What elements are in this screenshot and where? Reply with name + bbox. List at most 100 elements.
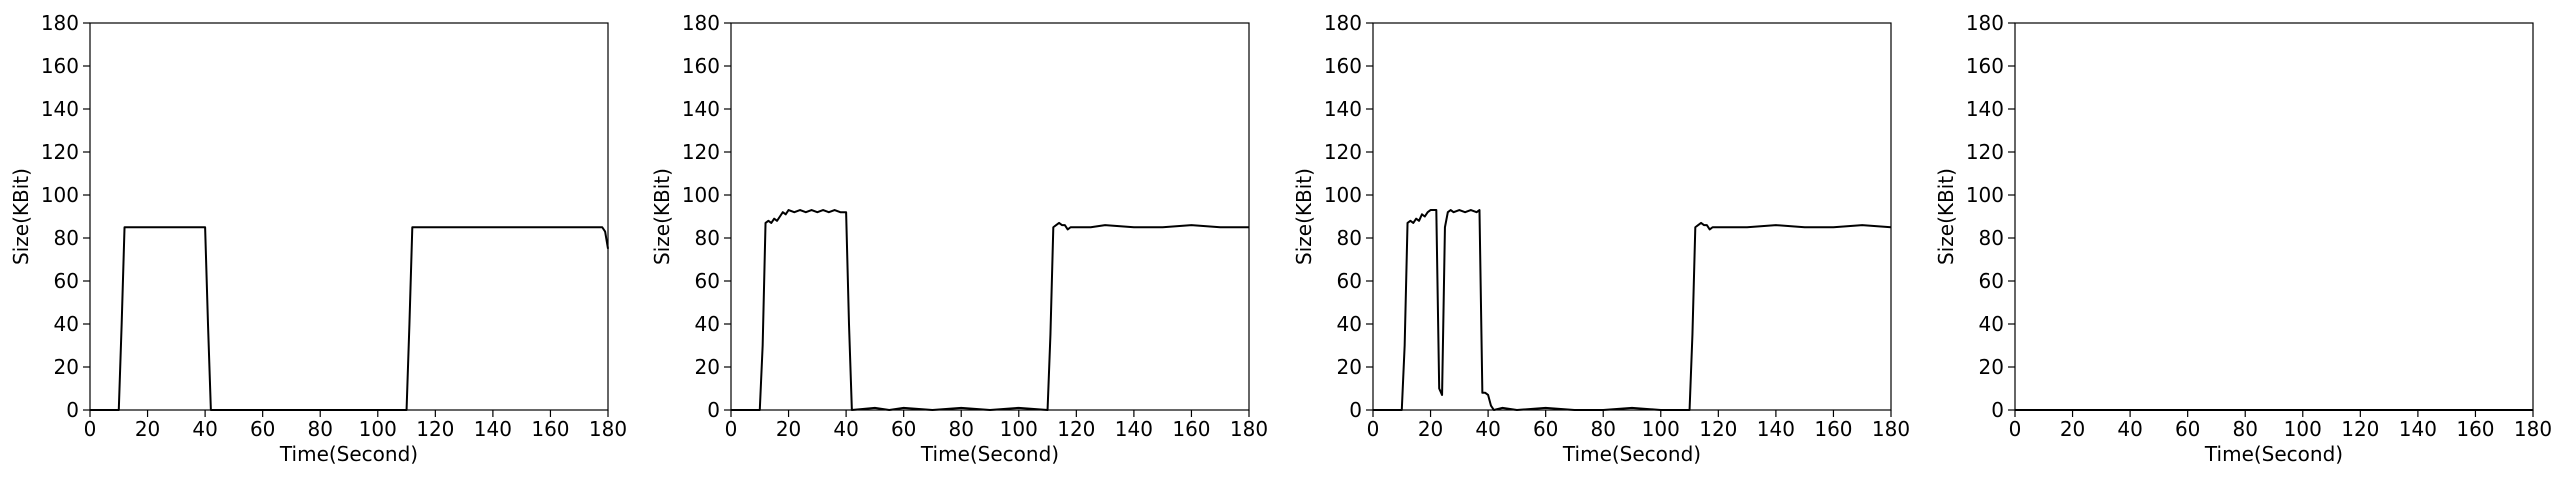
y-tick-label: 40	[695, 312, 720, 336]
y-tick-label: 60	[695, 269, 720, 293]
y-tick-label: 0	[707, 398, 720, 422]
x-tick-label: 140	[1757, 417, 1795, 441]
x-tick-label: 20	[776, 417, 801, 441]
y-tick-label: 60	[1979, 269, 2004, 293]
x-tick-label: 20	[135, 417, 160, 441]
x-tick-label: 60	[891, 417, 916, 441]
plot-area	[1372, 22, 1892, 411]
x-tick-label: 120	[1057, 417, 1095, 441]
x-tick-label: 180	[1872, 417, 1910, 441]
x-tick-label: 100	[1000, 417, 1038, 441]
y-tick-label: 120	[41, 140, 79, 164]
y-tick-label: 20	[695, 355, 720, 379]
x-tick-label: 20	[2060, 417, 2085, 441]
x-tick-label: 160	[2456, 417, 2494, 441]
x-tick-label: 20	[1418, 417, 1443, 441]
y-tick-label: 60	[1337, 269, 1362, 293]
y-tick-label: 100	[41, 183, 79, 207]
plot-marks: 0 20 40 60 80 100 120 140 160 180 0 20 40 60 80 100 120 1…	[1324, 11, 1910, 441]
plot-area	[89, 22, 609, 411]
y-tick-label: 80	[1979, 226, 2004, 250]
y-tick-label: 160	[41, 54, 79, 78]
x-tick-label: 0	[725, 417, 738, 441]
chart-panel-3: 0 20 40 60 80 100 120 140 160 180 0 20 40 60 80 100 120 1…	[1292, 11, 1910, 466]
plot-marks: 0 20 40 60 80 100 120 140 160 180 0 20 40 60 80 100 120 1…	[682, 11, 1268, 441]
y-tick-label: 140	[1324, 97, 1362, 121]
plot-area	[2014, 22, 2534, 411]
chart-panel-4: 0 20 40 60 80 100 120 140 160 180 0 20 40 60 80 100 120 1…	[1934, 11, 2552, 466]
x-tick-label: 40	[1475, 417, 1500, 441]
plot-area	[730, 22, 1250, 411]
x-tick-label: 100	[2284, 417, 2322, 441]
y-tick-label: 160	[1966, 54, 2004, 78]
y-tick-label: 20	[1337, 355, 1362, 379]
y-tick-label: 140	[41, 97, 79, 121]
x-tick-label: 60	[2175, 417, 2200, 441]
x-axis-label: Time(Second)	[2204, 442, 2343, 466]
y-tick-label: 0	[1349, 398, 1362, 422]
x-axis-label: Time(Second)	[920, 442, 1059, 466]
plot-marks: 0 20 40 60 80 100 120 140 160 180 0 20 40 60 80 100 120 1…	[41, 11, 627, 441]
y-tick-label: 120	[1324, 140, 1362, 164]
y-tick-label: 140	[682, 97, 720, 121]
y-tick-label: 40	[54, 312, 79, 336]
y-tick-label: 100	[1966, 183, 2004, 207]
series-line	[90, 226, 609, 411]
y-tick-label: 40	[1979, 312, 2004, 336]
y-tick-label: 160	[682, 54, 720, 78]
x-tick-label: 140	[474, 417, 512, 441]
chart-panel-1: 0 20 40 60 80 100 120 140 160 180 0 20 40 60 80 100 120 1…	[9, 11, 627, 466]
x-tick-label: 120	[2341, 417, 2379, 441]
y-tick-label: 120	[682, 140, 720, 164]
y-tick-label: 180	[1324, 11, 1362, 35]
y-tick-label: 40	[1337, 312, 1362, 336]
x-tick-label: 120	[1699, 417, 1737, 441]
y-tick-label: 60	[54, 269, 79, 293]
y-axis-label: Size(KBit)	[1292, 168, 1316, 265]
y-tick-label: 140	[1966, 97, 2004, 121]
x-tick-label: 120	[416, 417, 454, 441]
series-line	[1373, 209, 1892, 411]
plot-marks: 0 20 40 60 80 100 120 140 160 180 0 20 40 60 80 100 120 1…	[1966, 11, 2552, 441]
y-tick-label: 20	[54, 355, 79, 379]
x-tick-label: 180	[1230, 417, 1268, 441]
series-line	[731, 209, 1249, 411]
x-axis-label: Time(Second)	[279, 442, 418, 466]
y-tick-label: 160	[1324, 54, 1362, 78]
y-tick-label: 80	[54, 226, 79, 250]
y-tick-label: 20	[1979, 355, 2004, 379]
x-tick-label: 80	[1590, 417, 1615, 441]
y-tick-label: 180	[1966, 11, 2004, 35]
y-axis-label: Size(KBit)	[9, 168, 33, 265]
x-tick-label: 80	[2232, 417, 2257, 441]
x-tick-label: 60	[1533, 417, 1558, 441]
x-tick-label: 140	[2399, 417, 2437, 441]
y-tick-label: 0	[66, 398, 79, 422]
x-tick-label: 100	[1642, 417, 1680, 441]
x-axis-label: Time(Second)	[1562, 442, 1701, 466]
x-tick-label: 140	[1115, 417, 1153, 441]
x-tick-label: 80	[948, 417, 973, 441]
y-tick-label: 80	[695, 226, 720, 250]
y-tick-label: 180	[41, 11, 79, 35]
x-tick-label: 40	[833, 417, 858, 441]
x-tick-label: 0	[2009, 417, 2022, 441]
x-tick-label: 180	[589, 417, 627, 441]
y-axis-label: Size(KBit)	[1934, 168, 1958, 265]
x-tick-label: 0	[84, 417, 97, 441]
x-tick-label: 100	[359, 417, 397, 441]
chart-panel-2: 0 20 40 60 80 100 120 140 160 180 0 20 40 60 80 100 120 1…	[650, 11, 1268, 466]
x-tick-label: 60	[250, 417, 275, 441]
x-tick-label: 160	[531, 417, 569, 441]
x-tick-label: 0	[1367, 417, 1380, 441]
x-tick-label: 80	[307, 417, 332, 441]
x-tick-label: 160	[1172, 417, 1210, 441]
y-tick-label: 120	[1966, 140, 2004, 164]
y-axis-label: Size(KBit)	[650, 168, 674, 265]
y-tick-label: 80	[1337, 226, 1362, 250]
x-tick-label: 180	[2514, 417, 2552, 441]
x-tick-label: 40	[192, 417, 217, 441]
y-tick-label: 100	[1324, 183, 1362, 207]
x-tick-label: 160	[1814, 417, 1852, 441]
